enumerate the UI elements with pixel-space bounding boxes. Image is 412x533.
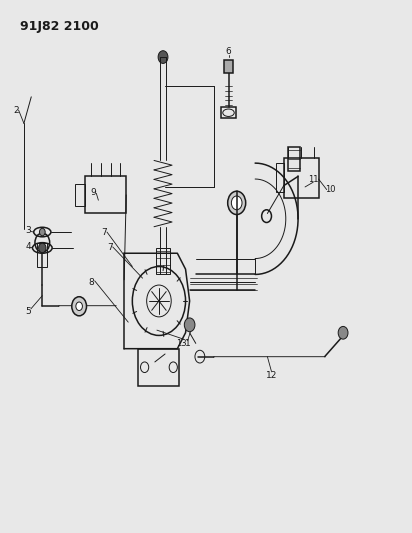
Text: 7: 7 [101,228,107,237]
Bar [37,243,47,266]
Text: 6: 6 [226,47,232,56]
Text: 91J82 2100: 91J82 2100 [20,20,98,33]
Circle shape [232,196,242,210]
Circle shape [184,318,195,332]
Text: 4: 4 [25,243,31,252]
Circle shape [72,297,87,316]
Text: 5: 5 [25,307,31,316]
Circle shape [40,228,45,236]
Circle shape [76,302,82,311]
Text: 9: 9 [91,188,96,197]
Circle shape [338,326,348,339]
Bar [156,248,171,274]
Bar [284,158,318,198]
Text: 3: 3 [25,227,31,236]
Circle shape [39,243,46,253]
Text: 13: 13 [176,339,187,348]
Circle shape [158,51,168,63]
Text: 1: 1 [185,339,190,348]
Bar [138,349,179,386]
Text: 2: 2 [13,106,19,115]
Bar [224,60,234,73]
Bar [221,108,236,118]
Text: 11: 11 [308,174,318,183]
Text: 12: 12 [266,370,277,379]
Bar [85,176,126,214]
Text: 8: 8 [89,278,94,287]
Text: 7: 7 [107,244,113,253]
Bar [75,184,85,206]
Bar [276,163,284,192]
Circle shape [228,191,246,215]
Bar [288,147,300,171]
Text: 10: 10 [325,185,336,194]
